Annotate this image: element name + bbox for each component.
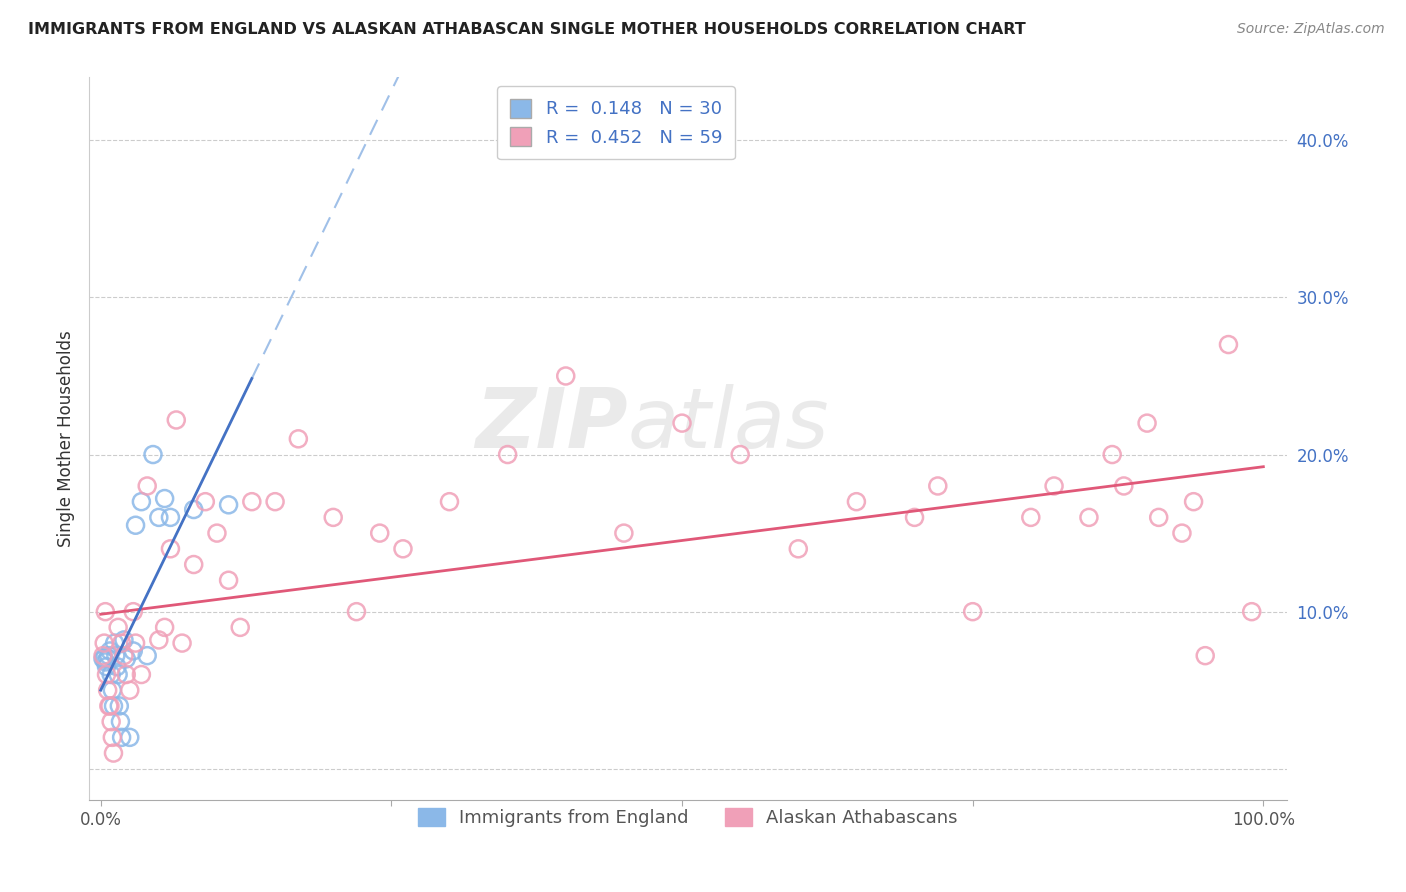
Point	[1194, 648, 1216, 663]
Point	[111, 636, 134, 650]
Point	[136, 479, 159, 493]
Point	[153, 491, 176, 506]
Point	[962, 605, 984, 619]
Point	[107, 667, 129, 681]
Point	[240, 494, 263, 508]
Point	[194, 494, 217, 508]
Point	[93, 636, 115, 650]
Point	[100, 667, 122, 681]
Y-axis label: Single Mother Households: Single Mother Households	[58, 330, 75, 547]
Point	[264, 494, 287, 508]
Point	[110, 714, 132, 729]
Point	[96, 659, 118, 673]
Point	[131, 667, 153, 681]
Point	[103, 746, 125, 760]
Point	[112, 632, 135, 647]
Point	[496, 448, 519, 462]
Point	[115, 667, 138, 681]
Point	[368, 526, 391, 541]
Point	[115, 652, 138, 666]
Point	[159, 510, 181, 524]
Point	[91, 652, 114, 666]
Text: atlas: atlas	[628, 384, 830, 465]
Point	[346, 605, 368, 619]
Point	[613, 526, 636, 541]
Text: ZIP: ZIP	[475, 384, 628, 465]
Point	[142, 448, 165, 462]
Point	[107, 620, 129, 634]
Point	[124, 518, 146, 533]
Point	[845, 494, 868, 508]
Point	[118, 683, 141, 698]
Point	[93, 652, 115, 666]
Point	[205, 526, 228, 541]
Point	[118, 731, 141, 745]
Point	[1078, 510, 1101, 524]
Point	[1171, 526, 1194, 541]
Point	[136, 648, 159, 663]
Point	[100, 714, 122, 729]
Point	[1218, 337, 1240, 351]
Point	[94, 605, 117, 619]
Text: IMMIGRANTS FROM ENGLAND VS ALASKAN ATHABASCAN SINGLE MOTHER HOUSEHOLDS CORRELATI: IMMIGRANTS FROM ENGLAND VS ALASKAN ATHAB…	[28, 22, 1026, 37]
Point	[903, 510, 925, 524]
Point	[1112, 479, 1135, 493]
Point	[1147, 510, 1170, 524]
Point	[728, 448, 751, 462]
Point	[322, 510, 344, 524]
Point	[97, 652, 120, 666]
Point	[97, 698, 120, 713]
Legend: Immigrants from England, Alaskan Athabascans: Immigrants from England, Alaskan Athabas…	[411, 801, 965, 835]
Point	[229, 620, 252, 634]
Point	[218, 573, 240, 587]
Point	[1019, 510, 1042, 524]
Point	[94, 655, 117, 669]
Point	[148, 632, 170, 647]
Point	[131, 494, 153, 508]
Point	[97, 683, 120, 698]
Point	[104, 636, 127, 650]
Point	[787, 541, 810, 556]
Point	[218, 498, 240, 512]
Point	[183, 502, 205, 516]
Point	[1043, 479, 1066, 493]
Point	[671, 416, 693, 430]
Point	[101, 731, 124, 745]
Point	[98, 644, 121, 658]
Point	[927, 479, 949, 493]
Point	[111, 731, 134, 745]
Point	[104, 648, 127, 663]
Point	[97, 648, 120, 663]
Point	[287, 432, 309, 446]
Point	[554, 369, 576, 384]
Point	[96, 667, 118, 681]
Point	[98, 698, 121, 713]
Point	[392, 541, 415, 556]
Point	[105, 659, 128, 673]
Point	[91, 648, 114, 663]
Point	[439, 494, 461, 508]
Point	[112, 648, 135, 663]
Point	[122, 644, 145, 658]
Point	[122, 605, 145, 619]
Point	[1101, 448, 1123, 462]
Point	[101, 683, 124, 698]
Point	[108, 698, 131, 713]
Point	[183, 558, 205, 572]
Point	[172, 636, 194, 650]
Point	[103, 698, 125, 713]
Point	[1182, 494, 1205, 508]
Point	[165, 413, 187, 427]
Point	[124, 636, 146, 650]
Point	[159, 541, 181, 556]
Text: Source: ZipAtlas.com: Source: ZipAtlas.com	[1237, 22, 1385, 37]
Point	[148, 510, 170, 524]
Point	[153, 620, 176, 634]
Point	[1240, 605, 1263, 619]
Point	[1136, 416, 1159, 430]
